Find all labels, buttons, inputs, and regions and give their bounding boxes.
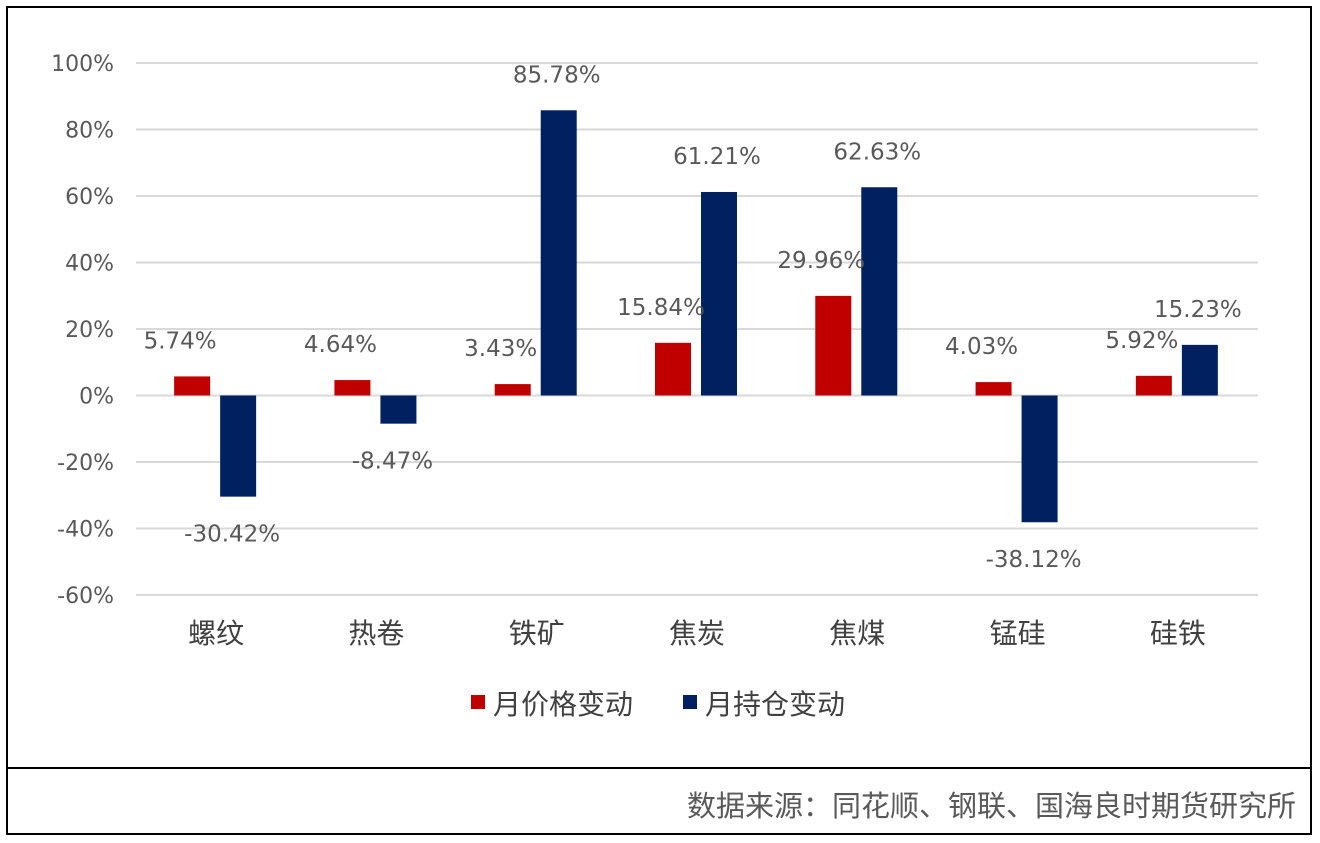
y-tick-label: 100% bbox=[51, 52, 114, 77]
position-change-bar bbox=[220, 395, 257, 497]
y-tick-label: 80% bbox=[65, 119, 114, 144]
y-axis-ticks: 100% 80% 60% 40% 20% 0% -20% -40% -60% bbox=[51, 52, 114, 609]
x-category-label: 铁矿 bbox=[509, 617, 565, 650]
price-change-bar bbox=[815, 295, 852, 396]
x-category-label: 锰硅 bbox=[990, 617, 1046, 650]
position-change-label: 85.78% bbox=[513, 62, 601, 88]
bars bbox=[174, 110, 1218, 523]
position-change-bar bbox=[701, 191, 737, 396]
price-change-label: 29.96% bbox=[777, 248, 865, 274]
position-change-label: 61.21% bbox=[673, 144, 761, 170]
price-change-bar bbox=[174, 376, 211, 396]
position-change-label: -8.47% bbox=[352, 449, 433, 475]
position-change-bar bbox=[1181, 344, 1218, 396]
y-tick-label: 60% bbox=[65, 185, 114, 210]
price-change-label: 4.03% bbox=[945, 334, 1018, 360]
y-tick-label: -60% bbox=[57, 584, 114, 609]
gridlines bbox=[136, 62, 1258, 596]
x-axis-categories: 螺纹 热卷 铁矿 焦炭 焦煤 锰硅 硅铁 bbox=[188, 617, 1206, 650]
x-category-label: 热卷 bbox=[348, 617, 404, 650]
y-tick-label: 20% bbox=[65, 318, 114, 343]
position-change-bar bbox=[1021, 395, 1058, 523]
position-change-label: 62.63% bbox=[833, 139, 921, 165]
y-tick-label: -40% bbox=[57, 518, 114, 543]
y-tick-label: 40% bbox=[65, 252, 114, 277]
source-note: 数据来源：同花顺、钢联、国海良时期货研究所 bbox=[686, 789, 1296, 823]
legend-swatch-price bbox=[471, 695, 485, 709]
price-change-label: 15.84% bbox=[617, 295, 705, 321]
legend-swatch-position bbox=[683, 695, 697, 709]
x-category-label: 硅铁 bbox=[1150, 617, 1206, 650]
y-tick-label: -20% bbox=[57, 451, 114, 476]
x-category-label: 焦炭 bbox=[669, 617, 725, 650]
data-labels: 5.74% -30.42% 4.64% -8.47% 3.43% 85.78% 15.84%… bbox=[144, 62, 1242, 573]
position-change-label: -30.42% bbox=[184, 522, 280, 548]
y-tick-label: 0% bbox=[79, 385, 114, 410]
x-category-label: 螺纹 bbox=[188, 617, 244, 650]
position-change-bar bbox=[861, 187, 898, 396]
position-change-bar bbox=[540, 110, 577, 396]
x-category-label: 焦煤 bbox=[829, 617, 885, 650]
position-change-label: 15.23% bbox=[1154, 297, 1242, 323]
price-change-label: 5.74% bbox=[144, 328, 217, 354]
price-change-bar bbox=[975, 382, 1012, 396]
legend: 月价格变动 月持仓变动 bbox=[471, 688, 845, 721]
price-change-bar bbox=[1135, 375, 1172, 396]
position-change-bar bbox=[380, 395, 417, 424]
price-change-bar bbox=[334, 380, 371, 396]
price-change-label: 3.43% bbox=[464, 336, 537, 362]
chart-frame bbox=[6, 6, 1312, 835]
price-change-label: 5.92% bbox=[1105, 328, 1178, 354]
price-change-label: 4.64% bbox=[304, 332, 377, 358]
source-divider bbox=[6, 767, 1312, 769]
position-change-label: -38.12% bbox=[986, 547, 1082, 573]
legend-label-position: 月持仓变动 bbox=[705, 688, 845, 721]
price-change-bar bbox=[655, 342, 691, 396]
legend-label-price: 月价格变动 bbox=[493, 688, 633, 721]
price-change-bar bbox=[494, 384, 531, 396]
